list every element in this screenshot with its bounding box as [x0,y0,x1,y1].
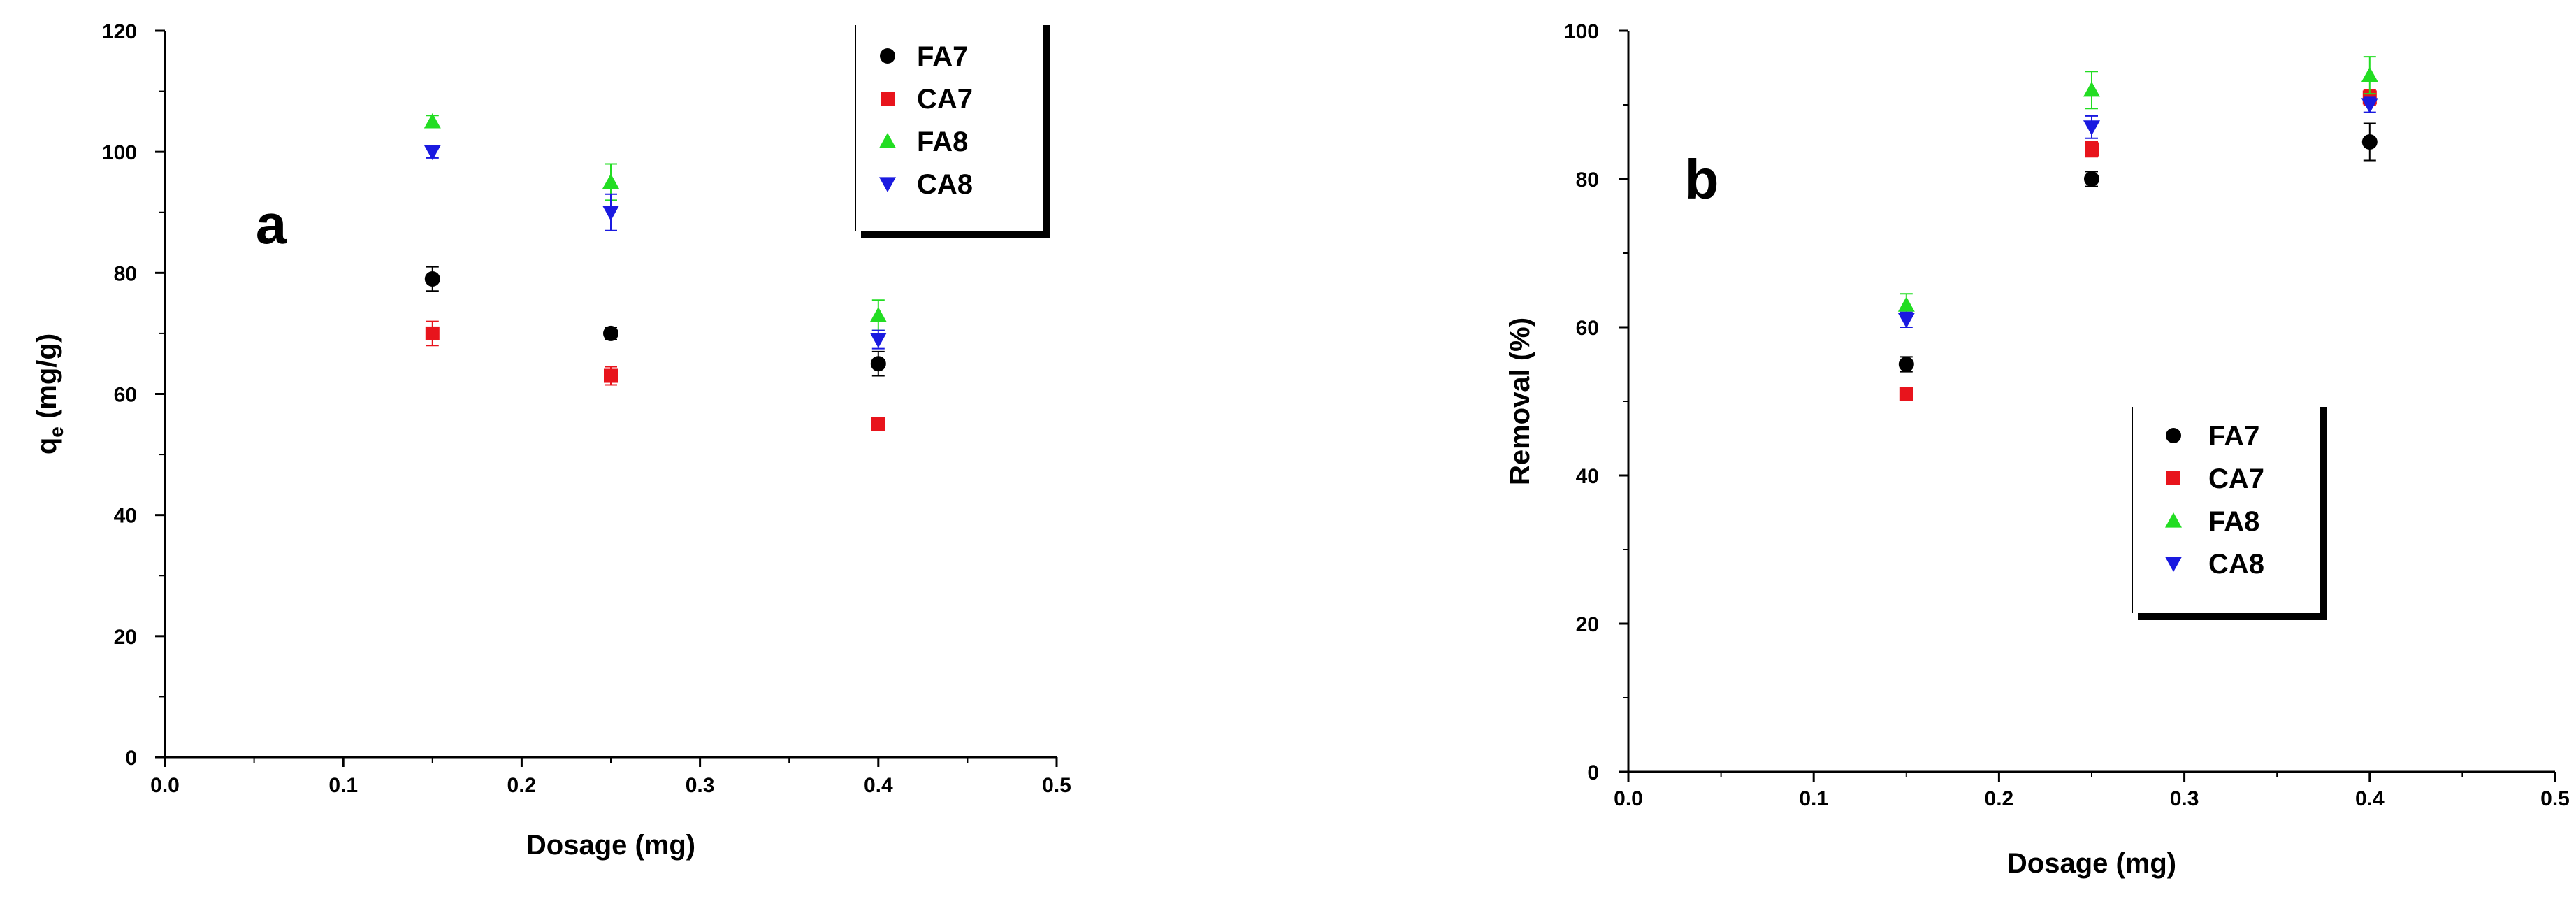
series-FA7 [424,266,886,377]
legend-label-CA7: CA7 [917,84,973,115]
x-tick-label: 0.2 [507,774,537,797]
y-tick-label: 0 [125,747,137,770]
data-point-FA8 [1897,296,1915,312]
panel-b: 0.0 0.1 0.2 0.3 0.4 0.5 0 20 40 60 80 100 Dosage (mg… [1505,20,2570,879]
y-axis-label-main: Removal (%) [1505,317,1535,485]
y-tick-label: 100 [102,141,137,164]
x-tick-label: 0.1 [1799,787,1828,810]
data-point-CA7 [425,326,440,340]
y-tick-label: 60 [114,384,137,407]
x-axis-label: Dosage (mg) [2007,848,2176,879]
data-point-FA7 [870,356,886,372]
y-axis-label: Removal (%) [1505,317,1535,485]
data-point-CA8 [869,332,887,348]
y-tick-label: 100 [1564,20,1599,43]
data-point-FA7 [424,271,440,287]
y-axis-label: qe (mg/g) [31,333,67,454]
legend-shadow-bottom [2138,613,2327,620]
x-tick-label: 0.2 [1985,787,2014,810]
data-point-FA8 [602,173,619,189]
y-tick-label: 120 [102,20,137,43]
x-tick-label: 0.3 [2170,787,2199,810]
legend: FA7 CA7 FA8 CA8 [2132,407,2327,620]
series-CA7 [425,320,885,431]
data-point-FA8 [424,113,441,129]
data-point-CA7 [604,368,618,383]
x-tick-label: 0.5 [2540,787,2570,810]
x-tick-label: 0.4 [864,774,893,797]
y-tick-label: 40 [114,505,137,528]
series-CA8 [1897,96,2378,329]
y-tick-label: 0 [1587,761,1599,784]
data-point-FA8 [2361,66,2378,82]
data-point-FA7 [2084,171,2099,187]
y-tick-label: 20 [1576,613,1599,636]
legend-shadow-bottom [861,231,1050,238]
legend-shadow-right [2320,407,2327,620]
data-point-CA7 [2085,142,2099,157]
y-tick-label: 80 [1576,168,1599,192]
legend-shadow-right [1043,25,1050,238]
data-point-FA8 [2083,81,2100,97]
legend-label-CA8: CA8 [2208,549,2264,580]
series-FA8 [424,113,887,331]
data-point-FA8 [869,306,887,322]
data-point-CA8 [424,145,441,161]
data-point-CA8 [2361,98,2378,113]
legend-label-FA8: FA8 [917,127,968,157]
data-point-FA7 [603,325,618,341]
legend-marker-CA7 [2166,471,2180,485]
y-tick-label: 20 [114,626,137,649]
y-tick-label: 80 [114,262,137,285]
legend-label-CA8: CA8 [917,169,973,200]
x-tick-label: 0.0 [1614,787,1643,810]
x-tick-label: 0.0 [150,774,180,797]
legend-label-FA7: FA7 [917,41,968,72]
y-axis-label-unit: (mg/g) [31,333,62,426]
data-point-CA8 [602,206,619,221]
legend-marker-CA8 [879,177,896,192]
data-point-CA8 [1897,313,1915,329]
y-axis-label-subscript: e [45,426,67,438]
legend-marker-CA8 [2165,557,2182,572]
legend-label-CA7: CA7 [2208,464,2264,494]
legend-marker-FA8 [2165,512,2182,528]
data-point-CA7 [871,417,885,431]
legend-marker-FA7 [880,48,895,64]
legend-label-FA8: FA8 [2208,506,2259,537]
y-tick-label: 60 [1576,317,1599,340]
data-point-FA7 [2361,134,2378,150]
data-point-FA7 [1898,357,1914,372]
x-tick-label: 0.3 [686,774,715,797]
series-FA8 [1897,56,2378,317]
y-axis-label-main: q [31,438,62,454]
series-CA8 [424,145,887,350]
legend-label-FA7: FA7 [2208,421,2259,452]
x-tick-label: 0.5 [1042,774,1071,797]
legend-marker-CA7 [881,92,895,106]
legend-marker-FA8 [879,133,896,148]
x-tick-label: 0.4 [2355,787,2385,810]
x-axis-label: Dosage (mg) [526,830,695,861]
data-point-CA7 [1899,387,1913,401]
panel-a: 0.0 0.1 0.2 0.3 0.4 0.5 0 20 40 60 80 100 120 Dosage … [31,20,1071,861]
series-FA7 [1898,122,2378,373]
panel-letter: b [1685,148,1719,210]
panel-letter: a [256,193,287,255]
series-CA7 [1899,89,2377,401]
y-tick-label: 40 [1576,465,1599,488]
data-point-CA8 [2083,120,2100,136]
legend: FA7 CA7 FA8 CA8 [855,25,1050,238]
x-tick-label: 0.1 [328,774,358,797]
legend-marker-FA7 [2166,428,2181,443]
